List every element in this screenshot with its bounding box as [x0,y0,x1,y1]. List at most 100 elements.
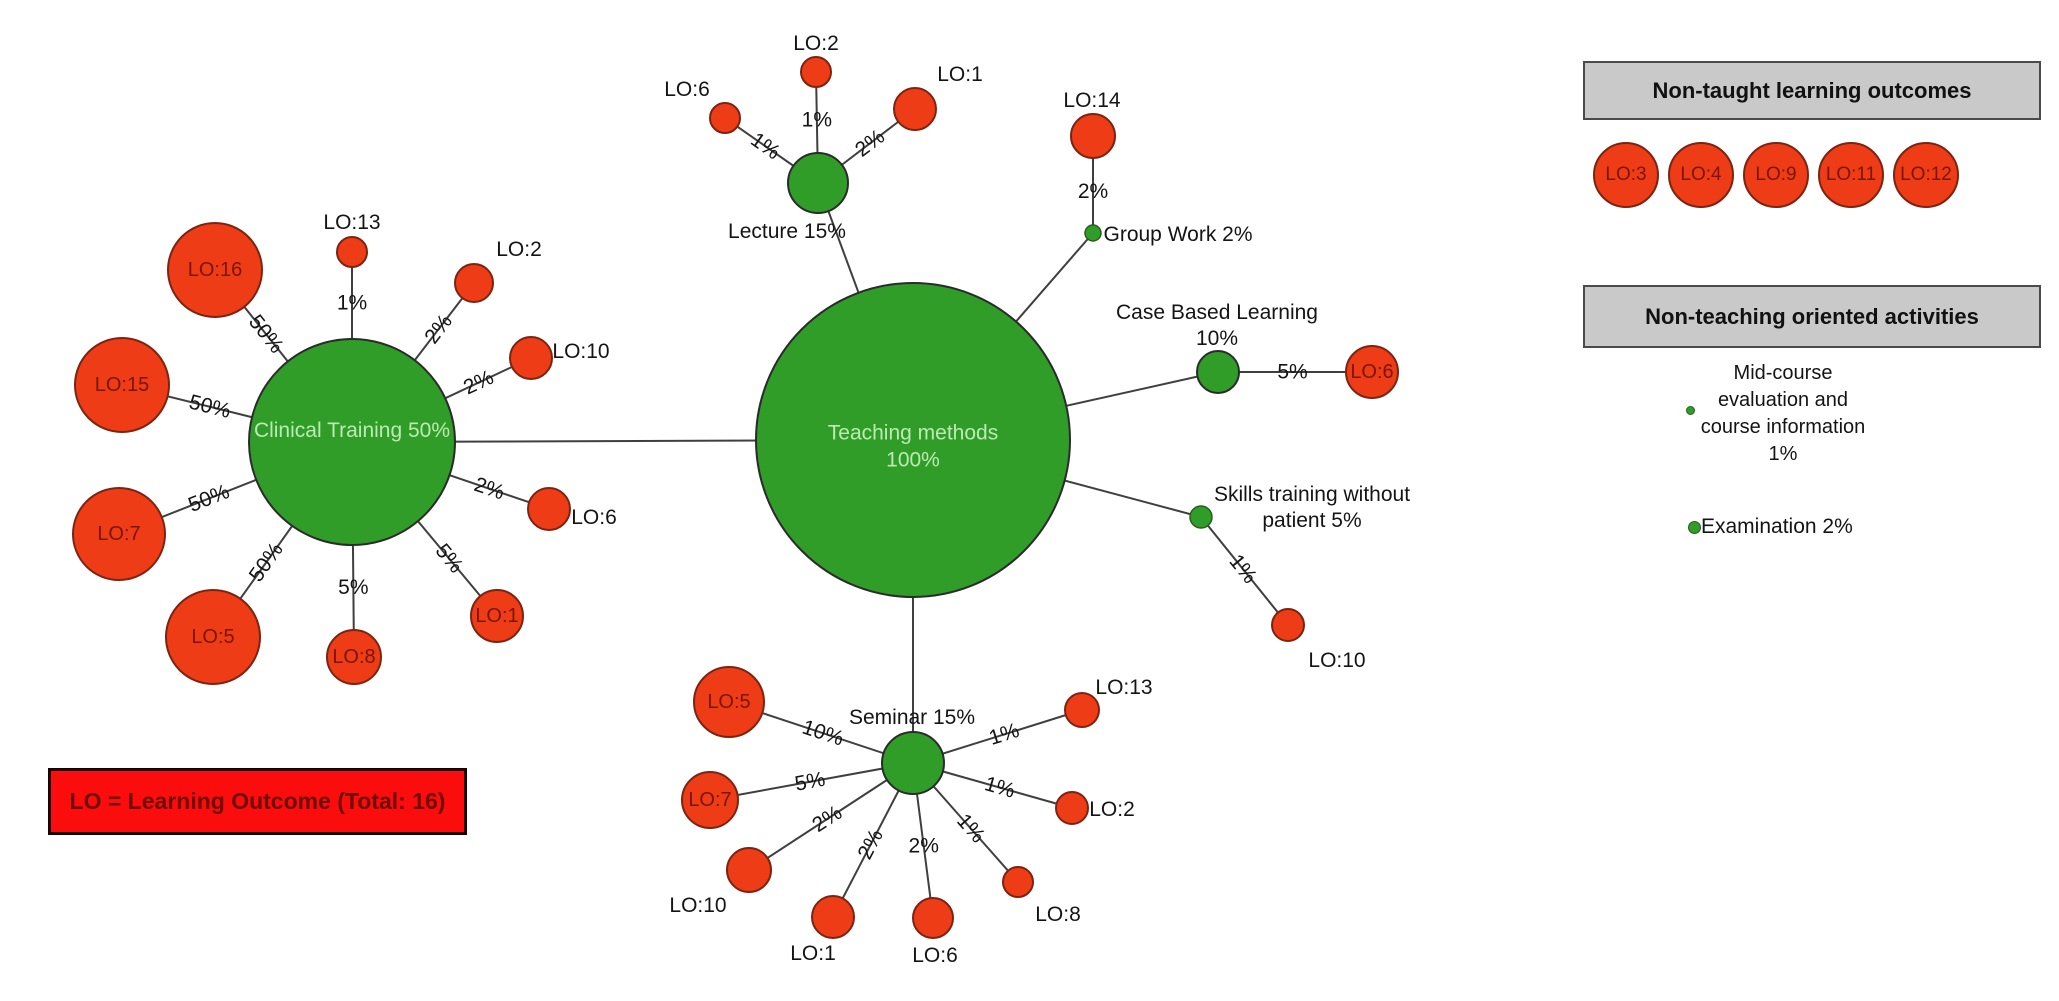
non-taught-outcomes-header: Non-taught learning outcomes [1583,61,2041,120]
edge-label-clinical-training-clinical-lo16: 50% [244,310,288,357]
label-seminar: Seminar 15% [849,706,975,729]
node-lecture-lo1 [893,87,937,131]
node-seminar-lo6 [912,897,954,939]
node-lecture-lo2 [800,56,832,88]
node-seminar [881,731,945,795]
edge-label-seminar-seminar-lo2: 1% [982,772,1017,802]
label-lecture-lo1: LO:1 [937,63,983,86]
node-case-based-learning [1196,350,1240,394]
label-clinical-lo1: LO:1 [475,605,518,627]
node-lecture-lo6 [709,102,741,134]
node-skills-lo10 [1271,608,1305,642]
label-clinical-lo7: LO:7 [97,523,140,545]
edge-label-clinical-training-clinical-lo13: 1% [337,292,367,315]
node-clinical-lo6 [527,487,571,531]
node-seminar-lo5 [693,666,765,738]
edge-label-seminar-seminar-lo1: 2% [853,826,887,864]
edge-label-clinical-training-clinical-lo7: 50% [185,480,233,517]
label-clinical-lo2: LO:2 [496,238,542,261]
edge-label-lecture-lecture-lo1: 2% [851,125,889,162]
label-seminar-lo7: LO:7 [688,789,731,811]
edge-label-seminar-seminar-lo8: 1% [952,810,989,848]
label-clinical-lo5: LO:5 [191,626,234,648]
label-lecture: Lecture 15% [728,220,846,243]
label-seminar-lo1: LO:1 [790,942,836,965]
node-clinical-lo8 [326,629,382,685]
non-taught-outcome-lo11: LO:11 [1818,142,1884,208]
node-seminar-lo1 [811,895,855,939]
node-seminar-lo10 [726,847,772,893]
label-skills-training: Skills training without patient 5% [1214,483,1410,532]
node-clinical-lo13 [336,236,368,268]
non-taught-outcome-lo3: LO:3 [1593,142,1659,208]
label-teaching-methods: Teaching methods 100% [828,421,998,471]
edge-seminar-seminar-lo10 [748,762,914,871]
lo-legend-box: LO = Learning Outcome (Total: 16) [48,768,467,835]
edge-label-group-work-group-work-lo14: 2% [1078,180,1108,203]
label-clinical-training: Clinical Training 50% [254,419,450,442]
node-group-work-lo14 [1070,113,1116,159]
label-case-based-learning: Case Based Learning 10% [1116,301,1318,350]
edge-label-lecture-lecture-lo2: 1% [802,109,832,132]
node-clinical-lo1 [470,589,524,643]
edge-label-skills-training-skills-lo10: 1% [1224,550,1261,588]
label-group-work-lo14: LO:14 [1063,89,1121,112]
label-seminar-lo13: LO:13 [1095,676,1152,699]
node-seminar-lo8 [1002,866,1034,898]
edge-label-lecture-lecture-lo6: 1% [746,128,784,164]
node-seminar-lo2 [1055,791,1089,825]
node-clinical-training [248,338,456,546]
label-seminar-lo2: LO:2 [1089,798,1135,821]
node-clinical-lo2 [454,263,494,303]
non-taught-outcome-lo12: LO:12 [1893,142,1959,208]
label-seminar-lo6: LO:6 [912,944,958,967]
examination-dot-icon [1688,521,1701,534]
label-lecture-lo2: LO:2 [793,32,839,55]
edge-label-seminar-seminar-lo6: 2% [909,834,939,857]
label-clinical-lo10: LO:10 [552,340,609,363]
node-lecture [787,152,849,214]
node-clinical-lo15 [74,337,170,433]
node-group-work [1084,224,1102,242]
edge-label-clinical-training-clinical-lo2: 2% [420,310,457,348]
node-clinical-lo16 [167,222,263,318]
label-clinical-lo13: LO:13 [323,211,380,234]
label-clinical-lo16: LO:16 [188,259,242,281]
label-lecture-lo6: LO:6 [664,78,710,101]
non-teaching-activities-header: Non-teaching oriented activities [1583,285,2041,348]
edge-skills-training-skills-lo10 [1200,516,1289,626]
edge-label-clinical-training-clinical-lo15: 50% [187,391,233,423]
edge-label-case-based-learning-case-based-lo6: 5% [1277,361,1307,384]
edge-label-clinical-training-clinical-lo10: 2% [460,366,497,400]
label-seminar-lo10: LO:10 [669,894,726,917]
edge-label-clinical-training-clinical-lo1: 5% [431,540,468,578]
label-clinical-lo15: LO:15 [95,374,149,396]
non-taught-outcomes-row: LO:3 LO:4 LO:9 LO:11 LO:12 [1593,142,1959,208]
edge-label-clinical-training-clinical-lo6: 2% [471,473,507,505]
edge-seminar-seminar-lo7 [709,762,914,801]
midcourse-dot-icon [1686,406,1695,415]
node-seminar-lo13 [1064,692,1100,728]
label-seminar-lo8: LO:8 [1035,903,1081,926]
node-case-based-lo6 [1345,345,1399,399]
edge-label-clinical-training-clinical-lo8: 5% [338,576,368,599]
midcourse-evaluation-label: Mid-course evaluation and course informa… [1700,362,1866,465]
node-clinical-lo10 [509,336,553,380]
node-seminar-lo7 [681,771,739,829]
non-taught-outcome-lo9: LO:9 [1743,142,1809,208]
node-clinical-lo5 [165,589,261,685]
edge-label-seminar-seminar-lo5: 10% [799,716,846,751]
non-taught-outcome-lo4: LO:4 [1668,142,1734,208]
label-seminar-lo5: LO:5 [707,691,750,713]
label-group-work: Group Work 2% [1104,223,1253,246]
label-skills-lo10: LO:10 [1308,649,1365,672]
label-case-based-lo6: LO:6 [1350,361,1393,383]
label-clinical-lo6: LO:6 [571,506,617,529]
node-skills-training [1189,505,1213,529]
node-clinical-lo7 [72,487,166,581]
examination-label: Examination 2% [1701,515,1853,538]
edge-label-seminar-seminar-lo7: 5% [793,768,827,796]
edge-label-seminar-seminar-lo10: 2% [808,801,846,837]
